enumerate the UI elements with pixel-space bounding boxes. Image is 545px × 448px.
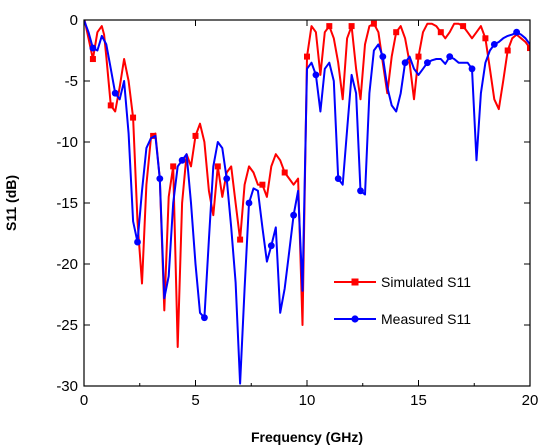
legend-label-simulated: Simulated S11 (381, 274, 471, 290)
data-point-simulated-s11 (326, 23, 332, 29)
data-point-measured-s11 (223, 175, 230, 182)
data-point-measured-s11 (90, 45, 97, 52)
y-tick-label: -15 (56, 195, 78, 212)
y-tick-label: -10 (56, 134, 78, 151)
data-point-simulated-s11 (237, 237, 243, 243)
data-point-measured-s11 (313, 72, 320, 79)
series-layer (84, 18, 533, 384)
legend-marker-measured (351, 315, 358, 322)
data-point-measured-s11 (112, 90, 119, 97)
y-axis-title: S11 (dB) (3, 175, 19, 231)
data-point-simulated-s11 (304, 54, 310, 60)
x-tick-label: 15 (410, 392, 427, 409)
x-axis-title: Frequency (GHz) (251, 429, 363, 445)
data-point-measured-s11 (179, 157, 186, 164)
data-point-measured-s11 (513, 29, 520, 36)
data-point-measured-s11 (357, 187, 364, 194)
data-point-measured-s11 (134, 239, 141, 246)
data-point-measured-s11 (201, 314, 208, 321)
data-point-measured-s11 (290, 212, 297, 219)
y-tick-label: -30 (56, 378, 78, 395)
axis-tick-labels: 0 5 10 15 20 0 -5 -10 -15 -20 -25 -30 (56, 12, 538, 409)
x-tick-label: 10 (299, 392, 316, 409)
data-point-simulated-s11 (416, 54, 422, 60)
data-point-simulated-s11 (371, 21, 377, 27)
series-line-simulated-s11 (84, 18, 530, 347)
y-tick-label: 0 (70, 12, 78, 29)
data-point-measured-s11 (246, 200, 253, 207)
legend-label-measured: Measured S11 (381, 311, 471, 327)
y-tick-label: -20 (56, 256, 78, 273)
series-line-measured-s11 (84, 20, 530, 384)
data-point-simulated-s11 (193, 133, 199, 139)
data-point-simulated-s11 (460, 23, 466, 29)
data-point-simulated-s11 (259, 182, 265, 188)
data-point-measured-s11 (446, 53, 453, 60)
data-point-simulated-s11 (349, 23, 355, 29)
legend: Simulated S11 Measured S11 (334, 274, 471, 327)
data-point-simulated-s11 (170, 163, 176, 169)
data-point-measured-s11 (469, 65, 476, 72)
data-point-simulated-s11 (505, 48, 511, 54)
legend-marker-simulated (352, 279, 359, 286)
data-point-simulated-s11 (130, 115, 136, 121)
data-point-measured-s11 (268, 242, 275, 249)
data-point-simulated-s11 (438, 29, 444, 35)
data-point-simulated-s11 (282, 170, 288, 176)
y-tick-label: -5 (65, 73, 78, 90)
y-tick-label: -25 (56, 317, 78, 334)
data-point-measured-s11 (491, 41, 498, 48)
data-point-simulated-s11 (90, 56, 96, 62)
data-point-measured-s11 (402, 59, 409, 66)
x-tick-label: 5 (191, 392, 199, 409)
data-point-simulated-s11 (393, 29, 399, 35)
data-point-simulated-s11 (108, 102, 114, 108)
plot-area (84, 18, 533, 386)
data-point-measured-s11 (156, 175, 163, 182)
data-point-simulated-s11 (215, 163, 221, 169)
data-point-simulated-s11 (482, 35, 488, 41)
data-point-measured-s11 (335, 175, 342, 182)
x-tick-label: 0 (80, 392, 88, 409)
x-tick-label: 20 (522, 392, 539, 409)
data-point-measured-s11 (379, 53, 386, 60)
data-point-measured-s11 (424, 59, 431, 66)
